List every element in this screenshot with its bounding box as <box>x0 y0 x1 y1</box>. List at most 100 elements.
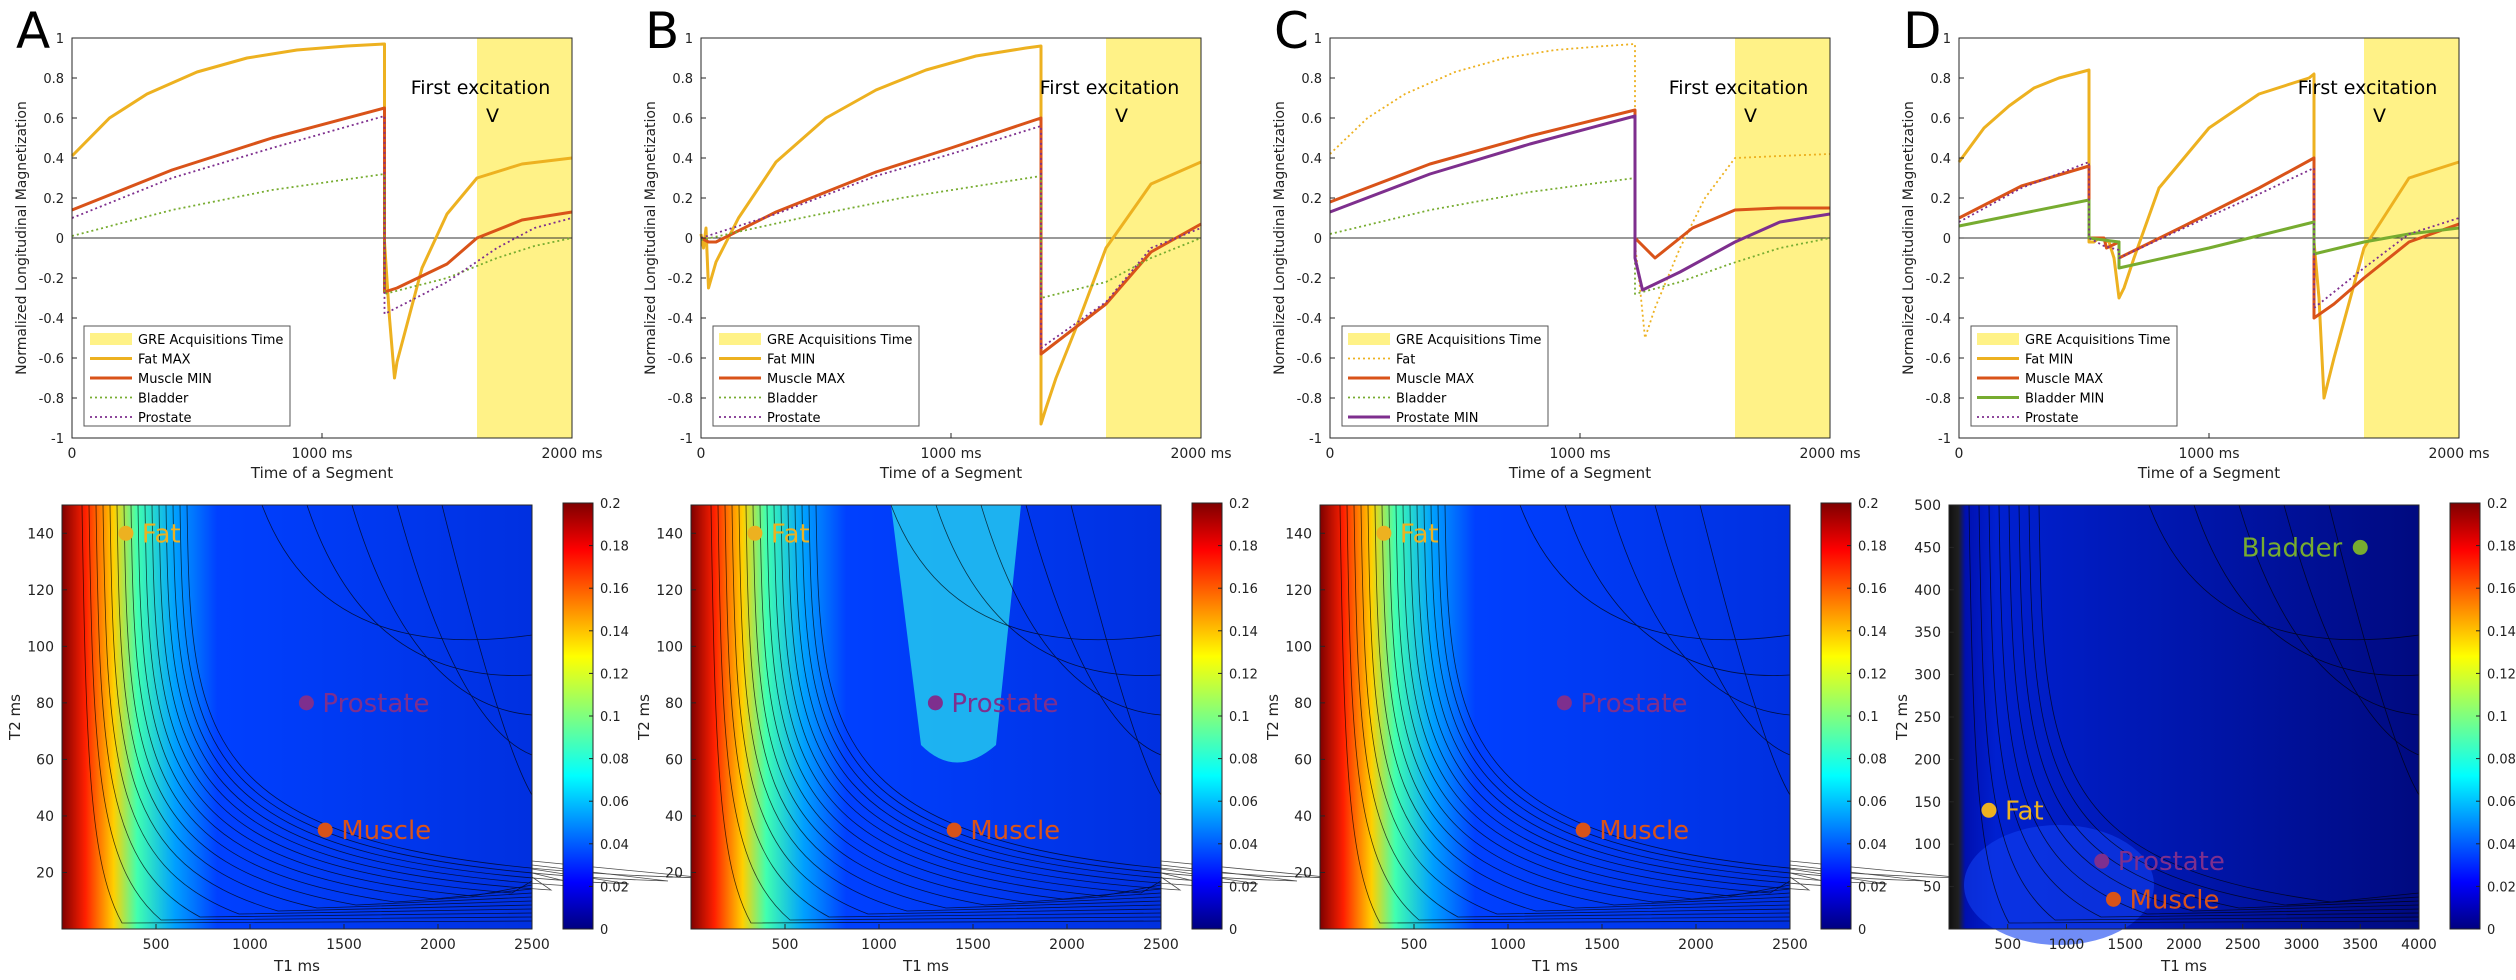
y-tick-label: -0.6 <box>668 352 693 367</box>
y-tick-label: -0.4 <box>1926 312 1951 327</box>
tissue-point-fat <box>1981 802 1997 818</box>
y-tick-label: 140 <box>656 526 683 542</box>
contour-line <box>81 504 533 924</box>
contour-line <box>2193 504 2420 676</box>
y-tick-label: 0.2 <box>672 192 693 207</box>
y-tick-label: 0.4 <box>672 152 693 167</box>
colorbar: 0 0.02 0.04 0.06 0.08 0.1 0.12 0.14 0.16 0.18 0.2 <box>562 497 629 938</box>
colorbar-gradient <box>1191 502 1223 930</box>
line-panel-a: A -1 -0.8 -0.6 -0.4 -0.2 0 0.2 0.4 0.6 0.8 1 0 1000 m… <box>14 2 603 482</box>
contour-line <box>1025 504 1162 756</box>
y-tick-label: 0.8 <box>43 72 64 87</box>
contour-line <box>130 504 533 903</box>
colorbar-tick-label: 0.06 <box>1858 795 1887 810</box>
tissue-label-fat: Fat <box>771 519 810 549</box>
contour-line <box>1402 504 1791 897</box>
contour-line <box>1423 504 1849 888</box>
contour-line <box>759 504 1162 903</box>
colorbar-tick-label: 0.16 <box>1858 582 1887 597</box>
legend-entry: Prostate MIN <box>1396 411 1478 426</box>
colorbar-tick-label: 0.02 <box>1229 880 1258 895</box>
y-tick-label: 0.2 <box>1930 192 1951 207</box>
contour-line <box>2328 504 2420 796</box>
contour-line <box>1070 504 1162 796</box>
legend-entry: Prostate <box>138 411 192 426</box>
y-tick-label: 20 <box>665 865 683 881</box>
contour-line <box>95 504 533 918</box>
y-tick-label: 0 <box>685 232 693 247</box>
x-tick-label: 2000 <box>2166 937 2202 953</box>
contour-line <box>1416 504 1811 891</box>
tissue-point-muscle <box>317 822 333 838</box>
y-tick-label: -0.8 <box>1297 392 1322 407</box>
y-axis-label: Normalized Longitudinal Magnetization <box>1272 101 1288 375</box>
x-tick-label: 2500 <box>1772 937 1808 953</box>
y-tick-label: 100 <box>27 639 54 655</box>
y-tick-label: 40 <box>36 809 54 825</box>
contour-line <box>794 504 1220 888</box>
x-tick-label: 2500 <box>1143 937 1179 953</box>
y-tick-label: -0.6 <box>1297 352 1322 367</box>
heatmap-axes-box <box>61 504 533 930</box>
contour-line <box>731 504 1162 915</box>
y-tick-label: 120 <box>27 583 54 599</box>
y-tick-label: 0.6 <box>1301 112 1322 127</box>
colorbar-tick-label: 0.06 <box>600 795 629 810</box>
y-tick-label: -1 <box>680 432 693 447</box>
colorbar-gradient <box>2449 502 2481 930</box>
contour-line <box>2283 504 2420 756</box>
x-axis-label: T1 ms <box>2160 957 2207 975</box>
contour-line <box>158 504 553 891</box>
tissue-label-fat: Fat <box>2005 796 2044 826</box>
y-axis-label: T2 ms <box>6 694 24 741</box>
tissue-point-prostate <box>927 695 943 711</box>
tissue-point-muscle <box>946 822 962 838</box>
y-axis-label: T2 ms <box>1893 694 1911 741</box>
y-axis-label: T2 ms <box>1264 694 1282 741</box>
x-tick-label: 2000 ms <box>541 446 602 462</box>
y-tick-label: 0.6 <box>672 112 693 127</box>
contour-line <box>1430 504 1888 885</box>
y-tick-label: 0.4 <box>43 152 64 167</box>
tissue-point-muscle <box>2106 891 2121 907</box>
x-tick-label: 500 <box>143 937 170 953</box>
colorbar-tick-label: 0.18 <box>2487 540 2516 555</box>
x-axis-label: Time of a Segment <box>2137 464 2280 482</box>
colorbar-tick-label: 0.2 <box>2487 497 2508 512</box>
x-tick-label: 0 <box>1326 446 1335 462</box>
tissue-label-bladder: Bladder <box>2242 533 2343 563</box>
contour-line <box>1360 504 1791 915</box>
annotation-marker: V <box>2373 105 2386 127</box>
x-tick-label: 1500 <box>326 937 362 953</box>
series-line-fat-min <box>699 44 1202 426</box>
contour-line <box>980 504 1162 716</box>
legend-entry: Fat MIN <box>2025 353 2073 368</box>
contour-line <box>116 504 533 909</box>
contour-line <box>752 504 1162 906</box>
contour-line <box>102 504 533 915</box>
legend-entry: Prostate <box>767 411 821 426</box>
colorbar-tick-label: 0.18 <box>1229 540 1258 555</box>
contour-line <box>1968 504 2420 924</box>
x-tick-label: 3000 <box>2284 937 2320 953</box>
contour-line <box>738 504 1162 912</box>
x-tick-label: 500 <box>1994 937 2021 953</box>
y-tick-label: -0.8 <box>39 392 64 407</box>
contour-line <box>1519 504 1791 641</box>
legend-entry: Muscle MAX <box>2025 372 2103 387</box>
y-tick-label: 1 <box>56 32 64 47</box>
colorbar-tick-label: 0.04 <box>600 838 629 853</box>
colorbar-tick-label: 0.08 <box>1858 753 1887 768</box>
legend-entry: Bladder MIN <box>2025 392 2104 407</box>
y-tick-label: 0.6 <box>43 112 64 127</box>
y-tick-label: 450 <box>1914 540 1941 556</box>
colorbar-tick-label: 0.08 <box>2487 753 2516 768</box>
y-tick-label: 200 <box>1914 752 1941 768</box>
tissue-label-muscle: Muscle <box>1599 816 1689 846</box>
legend-entry: Bladder <box>138 392 189 407</box>
contour-line <box>1609 504 1791 716</box>
contour-lines <box>1339 504 1966 924</box>
x-tick-label: 2000 ms <box>1799 446 1860 462</box>
y-tick-label: 0.8 <box>1301 72 1322 87</box>
panel-letter: D <box>1903 2 1942 60</box>
